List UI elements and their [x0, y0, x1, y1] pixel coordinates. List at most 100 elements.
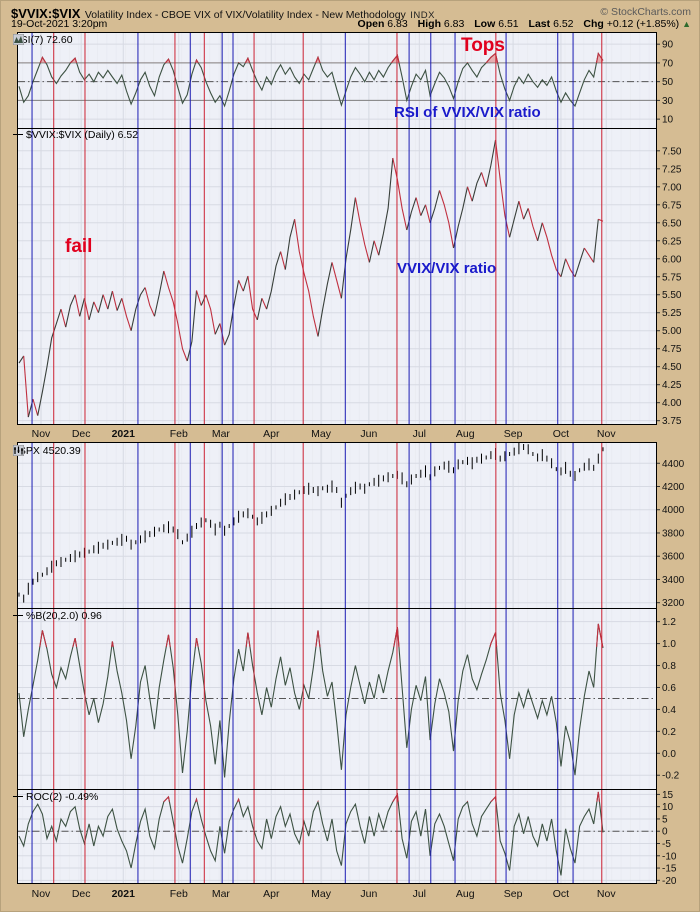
- ratio-line-segment: [88, 301, 95, 321]
- ratio-line-segment: [415, 197, 422, 216]
- line-style-icon: —: [13, 791, 23, 802]
- y-tick-label: 3600: [662, 552, 685, 563]
- symbol-description: Volatility Index - CBOE VIX of VIX/Volat…: [84, 9, 406, 21]
- ratio-line-segment: [144, 287, 156, 317]
- x-month-label: Jun: [360, 428, 377, 440]
- plot-background: [18, 442, 656, 884]
- x-month-label: Nov: [32, 428, 51, 440]
- y-tick-label: 5: [662, 814, 668, 825]
- pb-legend: — %B(20,2.0) 0.96: [13, 610, 102, 622]
- ratio-line-segment: [266, 251, 282, 310]
- ratio-line-segment: [153, 270, 165, 317]
- ratio-line-segment: [18, 355, 25, 364]
- roc-legend-label: ROC(2) -0.49%: [26, 791, 99, 803]
- ratio-line-segment: [583, 247, 595, 263]
- y-tick-label: 10: [662, 802, 674, 813]
- line-style-icon: —: [13, 129, 23, 140]
- y-tick-label: -5: [662, 839, 671, 850]
- y-tick-label: 5.50: [662, 290, 682, 301]
- x-month-label: Jul: [413, 888, 426, 900]
- x-month-label: Nov: [597, 888, 616, 900]
- y-tick-label: 4.75: [662, 344, 682, 355]
- x-month-label: 2021: [112, 888, 136, 900]
- rsi-legend-label: RSI(7) 72.60: [13, 34, 73, 46]
- x-month-label: Dec: [72, 888, 91, 900]
- ratio-line-segment: [378, 157, 394, 256]
- x-month-label: Dec: [72, 428, 91, 440]
- x-month-label: Sep: [504, 428, 523, 440]
- y-tick-label: 4000: [662, 505, 685, 516]
- x-month-label: Feb: [170, 888, 188, 900]
- x-month-label: Mar: [212, 888, 231, 900]
- ratio-line-segment: [392, 157, 408, 231]
- ratio-line-segment: [247, 275, 258, 321]
- ratio-line-segment: [65, 294, 76, 328]
- y-tick-label: 6.75: [662, 200, 682, 211]
- y-tick-label: 6.50: [662, 218, 682, 229]
- spx-chart-canvas: 4400 4200 4000 3800 3600 3400 3200 1.2 1.0 0.8 0.6…: [17, 442, 685, 900]
- x-month-label: Nov: [597, 428, 616, 440]
- symbol: $VVIX:$VIX: [11, 6, 81, 21]
- ratio-line-segment: [438, 190, 455, 249]
- x-month-label: Apr: [263, 428, 280, 440]
- ratio-line-segment: [121, 298, 132, 331]
- x-month-label: Jul: [413, 428, 426, 440]
- x-month-label: Feb: [170, 428, 188, 440]
- line-style-icon: —: [13, 610, 23, 621]
- ratio-chart-canvas: 90 70 50 30 10 7.50 7.25 7.00 6.75 6.50 6.25 6.00 5.…: [17, 32, 682, 440]
- last-label: Last: [528, 18, 551, 30]
- x-month-label: Mar: [212, 428, 231, 440]
- y-tick-label: 6.25: [662, 236, 682, 247]
- ratio-line-segment: [527, 208, 539, 241]
- x-month-label: Aug: [456, 428, 475, 440]
- ratio-line-segment: [205, 294, 216, 335]
- ratio-line-segment: [340, 197, 356, 299]
- y-tick-label: 3400: [662, 575, 685, 586]
- y-tick-label: 0.2: [662, 727, 676, 738]
- ratio-line-segment: [111, 290, 118, 311]
- y-tick-label: -15: [662, 864, 677, 875]
- header-title-row: $VVIX:$VIX Volatility Index - CBOE VIX o…: [11, 5, 691, 21]
- ratio-line-segment: [485, 139, 497, 187]
- y-tick-label: 4.50: [662, 362, 682, 373]
- ratio-line-segment: [284, 219, 296, 270]
- spx-price-bars: [18, 442, 604, 603]
- y-tick-label: 0.0: [662, 749, 676, 760]
- y-tick-label: -0.2: [662, 771, 680, 782]
- y-tick-label: 30: [662, 96, 674, 107]
- ratio-line-segment: [224, 280, 240, 346]
- plot-background: [18, 32, 656, 425]
- y-tick-label: 6.00: [662, 254, 682, 265]
- y-tick-label: 5.00: [662, 326, 682, 337]
- x-month-label: Apr: [263, 888, 280, 900]
- header-quote-row: 19-Oct-2021 3:20pm Open 6.83 High 6.83 L…: [11, 18, 691, 31]
- ratio-line-segment: [195, 290, 202, 306]
- ratio-line-segment: [424, 204, 431, 223]
- area-chart-icon: [13, 34, 24, 45]
- ratio-line-segment: [294, 219, 319, 337]
- ratio-chart: 90 70 50 30 10 7.50 7.25 7.00 6.75 6.50 6.25 6.00 5.…: [1, 32, 699, 442]
- y-tick-label: 1.2: [662, 617, 676, 628]
- ratio-line-segment: [509, 201, 520, 238]
- up-arrow-icon: ▲: [682, 19, 691, 29]
- x-month-label: Aug: [456, 888, 475, 900]
- roc-legend: — ROC(2) -0.49%: [13, 791, 98, 803]
- y-tick-label: 1.0: [662, 639, 676, 650]
- last-value: 6.52: [553, 18, 574, 30]
- x-month-label: 2021: [112, 428, 136, 440]
- open-value: 6.83: [387, 18, 408, 30]
- x-month-label: Oct: [553, 888, 569, 900]
- ratio-line-segment: [480, 172, 487, 187]
- y-tick-label: 3.75: [662, 416, 682, 427]
- ratio-line-segment: [186, 290, 198, 362]
- -spx-panel: 4400 4200 4000 3800 3600 3400 3200: [18, 442, 685, 609]
- ratio-line-segment: [242, 275, 249, 292]
- ratio-legend-label: $VVIX:$VIX (Daily) 6.52: [26, 129, 139, 141]
- ratio-line-segment: [368, 240, 375, 263]
- spx-legend: $SPX 4520.39: [13, 445, 81, 457]
- ratio-line-segment: [466, 186, 473, 202]
- y-tick-label: 90: [662, 40, 674, 51]
- ratio-line-segment: [37, 308, 62, 416]
